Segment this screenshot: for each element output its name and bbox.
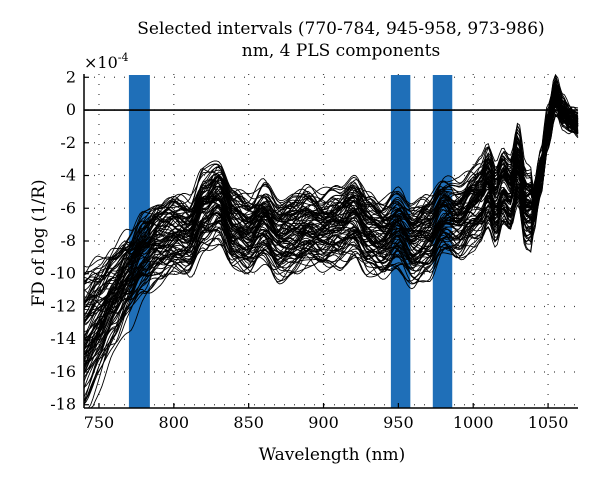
x-tick-label: 1050 <box>528 413 569 432</box>
x-tick-label: 950 <box>383 413 414 432</box>
spectrum-line <box>83 93 579 402</box>
y-tick-label: 2 <box>66 67 76 86</box>
spectrum-line <box>83 101 579 284</box>
x-tick-label: 750 <box>84 413 115 432</box>
spectrum-line <box>83 104 579 303</box>
y-tick-label: -2 <box>60 133 76 152</box>
y-tick-label: -8 <box>60 231 76 250</box>
spectrum-line <box>83 89 579 375</box>
y-tick-label: -12 <box>50 296 76 315</box>
y-tick-label: -4 <box>60 166 76 185</box>
spectrum-line <box>83 97 579 319</box>
spectrum-line <box>83 100 578 341</box>
spectrum-line <box>83 87 579 349</box>
y-multiplier-exponent: -4 <box>118 51 129 64</box>
spectra-lines <box>83 73 579 409</box>
y-tick-label: -18 <box>50 395 76 414</box>
spectrum-line <box>83 101 579 268</box>
x-tick-label: 1000 <box>453 413 494 432</box>
x-tick-label: 800 <box>159 413 190 432</box>
spectrum-line <box>83 74 578 282</box>
spectrum-line <box>83 87 579 346</box>
y-axis-label: FD of log (1/R) <box>29 179 49 306</box>
spectrum-line <box>83 109 579 355</box>
spectrum-line <box>84 101 579 409</box>
spectrum-line <box>83 104 579 321</box>
spectrum-line <box>83 81 579 283</box>
spectrum-line <box>84 87 579 409</box>
y-tick-label: -6 <box>60 198 76 217</box>
x-axis-label: Wavelength (nm) <box>259 445 406 465</box>
y-tick-label: -16 <box>50 362 76 381</box>
y-tick-label: 0 <box>66 100 76 119</box>
x-tick-label: 900 <box>308 413 339 432</box>
axes <box>83 74 578 409</box>
spectrum-line <box>83 97 579 336</box>
y-multiplier: ×10-4 <box>84 51 128 72</box>
spectrum-line <box>83 102 579 362</box>
spectrum-line <box>83 84 579 313</box>
interval-band <box>432 75 453 408</box>
x-tick-label: 850 <box>233 413 264 432</box>
spectrum-line <box>83 109 579 326</box>
y-tick-labels: 2 0 -2 -4 -6 -8 -10 -12 -14 -16 -18 <box>50 67 76 413</box>
spectrum-line <box>83 93 579 371</box>
y-tick-label: -14 <box>50 329 76 348</box>
spectrum-line <box>83 99 579 373</box>
chart-title-line1: Selected intervals (770-784, 945-958, 97… <box>137 19 544 39</box>
y-tick-label: -10 <box>50 264 76 283</box>
spectrum-line <box>83 99 579 363</box>
chart-title-line2: nm, 4 PLS components <box>242 41 440 61</box>
x-tick-labels: 750 800 850 900 950 1000 1050 <box>84 413 569 432</box>
y-multiplier-base: ×10 <box>84 53 118 72</box>
